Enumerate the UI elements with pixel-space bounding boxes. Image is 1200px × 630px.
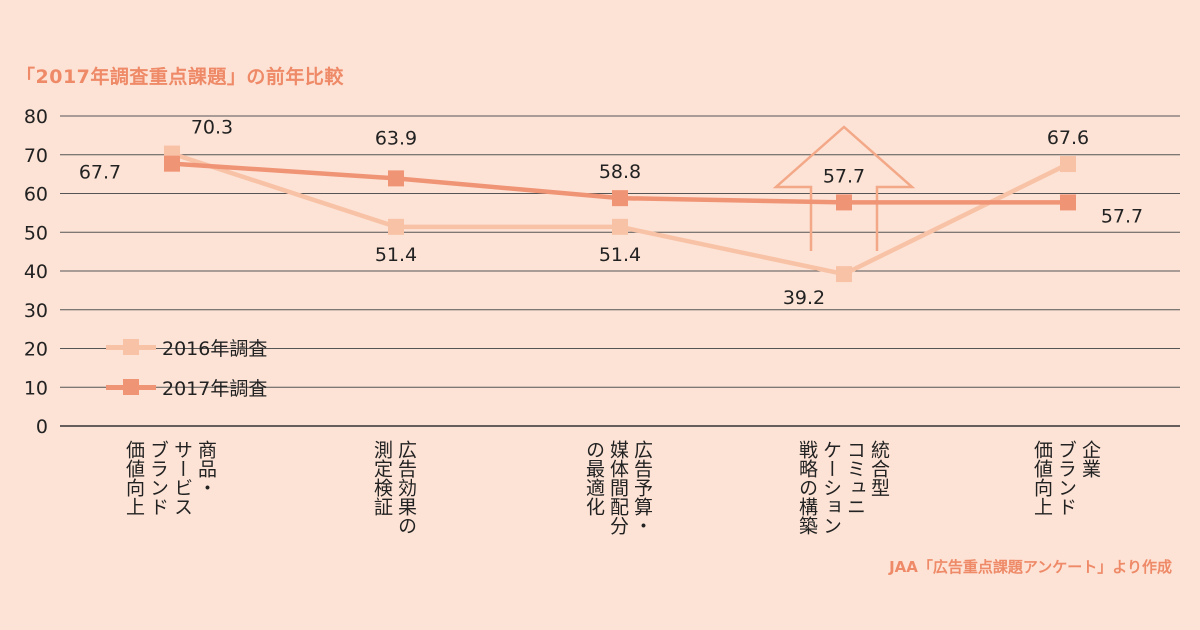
legend-label-2016: 2016年調査 [162,337,268,360]
legend-item-2017: 2017年調査 [106,372,267,402]
increase-arrow-outline [772,125,916,251]
data-label-2016-4: 39.2 [783,287,825,309]
chart-title: 「2017年調査重点課題」の前年比較 [16,66,344,88]
data-point-2016-5 [1060,156,1076,173]
data-point-2017-2 [388,170,404,187]
y-tick-label-80: 80 [24,106,48,128]
y-tick-label-0: 0 [36,416,48,438]
data-label-2016-5: 67.6 [1047,127,1089,149]
y-tick-label-30: 30 [24,300,48,322]
data-point-2017-4 [836,194,852,211]
y-tick-label-60: 60 [24,184,48,206]
legend-item-2016: 2016年調査 [106,332,267,362]
data-point-2017-1 [164,155,180,172]
legend-line-2017 [106,378,156,395]
data-label-2017-1: 67.7 [79,162,121,184]
source-note: JAA「広告重点課題アンケート」より作成 [889,558,1172,576]
increase-arrow-annotation [772,125,916,251]
data-label-2017-4: 57.7 [823,165,865,187]
data-point-2016-3 [612,218,628,235]
series-layer [164,145,1076,283]
data-label-2016-1: 70.3 [191,117,233,139]
legend-marker-2017 [123,378,139,395]
data-label-2016-3: 51.4 [599,244,641,266]
category-label-3: 広告予算・ 媒体間配分 の最適化 [583,440,653,535]
data-point-2016-4 [836,266,852,283]
legend-marker-2016 [123,338,139,355]
data-point-2016-2 [388,218,404,235]
category-label-2: 広告効果の 測定検証 [371,440,417,535]
data-label-2017-3: 58.8 [599,161,641,183]
category-label-1: 商品・ サービス ブランド 価値向上 [123,440,217,516]
y-tick-label-70: 70 [24,145,48,167]
category-label-5: 企業 ブランド 価値向上 [1031,440,1101,516]
y-tick-label-20: 20 [24,339,48,361]
y-tick-label-40: 40 [24,261,48,283]
data-label-2017-5: 57.7 [1101,205,1143,227]
y-tick-label-10: 10 [24,377,48,399]
data-point-2017-3 [612,190,628,207]
legend-line-2016 [106,338,156,355]
data-label-layer: 70.3 51.4 51.4 39.2 67.6 67.7 63.9 58.8 57.7 57.7 [79,117,1143,310]
legend-label-2017: 2017年調査 [162,377,268,400]
data-label-2017-2: 63.9 [375,127,417,149]
data-label-2016-2: 51.4 [375,244,417,266]
data-point-2017-5 [1060,194,1076,211]
category-label-4: 統合型 コミュニ ケーション 戦略の構築 [796,440,890,535]
y-tick-label-50: 50 [24,222,48,244]
